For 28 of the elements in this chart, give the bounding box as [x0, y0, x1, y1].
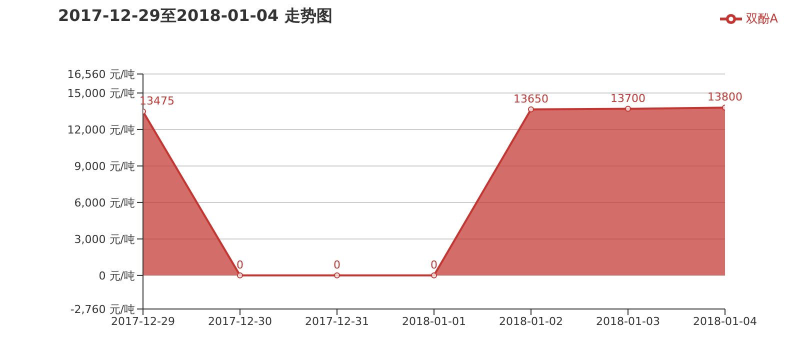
legend-label: 双酚A [746, 11, 778, 26]
point [334, 272, 340, 278]
data-label: 13650 [514, 92, 548, 106]
x-tick-label: 2017-12-30 [208, 314, 272, 328]
point [237, 272, 243, 278]
x-tick-label: 2018-01-04 [693, 314, 757, 328]
data-label: 0 [236, 258, 244, 272]
data-label: 0 [430, 258, 438, 272]
point [528, 106, 534, 112]
data-label: 13700 [610, 92, 646, 105]
y-tick-label: 3,000 元/吨 [74, 232, 135, 246]
chart-title: 2017-12-29至2018-01-04 走势图 [58, 6, 332, 27]
x-tick-label: 2018-01-03 [596, 314, 660, 328]
y-tick-label: 16,560 元/吨 [67, 68, 135, 81]
data-label: 13800 [708, 90, 742, 104]
x-tick-label: 2018-01-02 [499, 314, 563, 328]
x-tick-label: 2017-12-29 [111, 314, 175, 328]
data-label: 0 [334, 258, 340, 272]
point [431, 272, 437, 278]
y-tick-label: 6,000 元/吨 [74, 196, 135, 210]
x-tick-label: 2017-12-31 [305, 314, 369, 328]
point [625, 106, 631, 112]
y-tick-label: 0 元/吨 [98, 269, 135, 282]
y-tick-label: 12,000 元/吨 [67, 123, 135, 136]
y-tick-label: 9,000 元/吨 [74, 160, 135, 173]
y-tick-label: 15,000 元/吨 [67, 86, 135, 100]
x-tick-label: 2018-01-01 [402, 314, 466, 328]
y-tick-label: -2,760 元/吨 [70, 302, 135, 316]
